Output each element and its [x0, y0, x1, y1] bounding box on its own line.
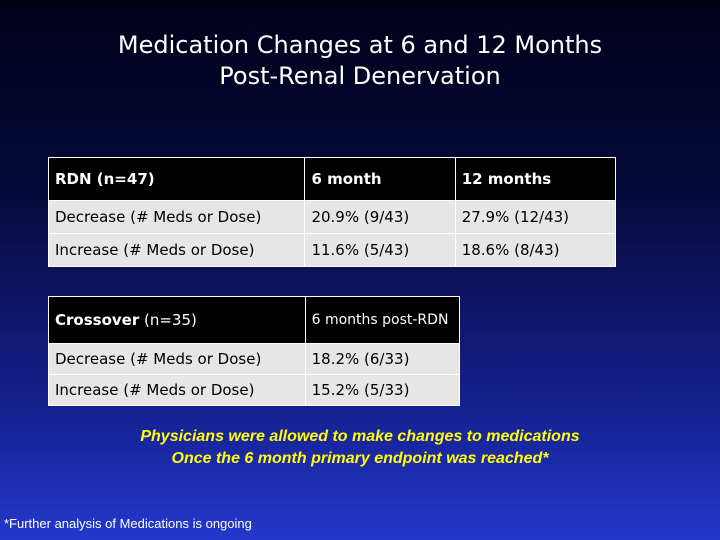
rdn-header-6-month: 6 month — [304, 157, 456, 201]
physician-note-line-1: Physicians were allowed to make changes … — [140, 428, 580, 445]
table-row: Increase (# Meds or Dose) 15.2% (5/33) — [48, 374, 461, 406]
cell-value: 27.9% (12/43) — [454, 200, 617, 234]
row-label: Decrease (# Meds or Dose) — [48, 343, 306, 375]
cell-value: 18.6% (8/43) — [454, 233, 617, 267]
slide-title-line-2: Post-Renal Denervation — [219, 62, 501, 90]
table-row: Decrease (# Meds or Dose) 20.9% (9/43) 2… — [47, 200, 617, 234]
row-label: Increase (# Meds or Dose) — [48, 374, 306, 406]
row-label: Decrease (# Meds or Dose) — [47, 200, 306, 234]
crossover-n-label: (n=35) — [139, 311, 197, 329]
physician-note: Physicians were allowed to make changes … — [0, 426, 720, 470]
crossover-table: Crossover (n=35) 6 months post-RDN Decre… — [48, 296, 461, 406]
slide-title: Medication Changes at 6 and 12 Months Po… — [0, 30, 720, 92]
crossover-table-header-row: Crossover (n=35) 6 months post-RDN — [48, 296, 461, 344]
rdn-table-header-row: RDN (n=47) 6 month 12 months — [47, 157, 617, 201]
cell-value: 11.6% (5/43) — [304, 233, 456, 267]
rdn-header-group: RDN (n=47) — [47, 157, 306, 201]
rdn-header-12-months: 12 months — [454, 157, 617, 201]
physician-note-line-2: Once the 6 month primary endpoint was re… — [171, 450, 549, 467]
table-row: Increase (# Meds or Dose) 11.6% (5/43) 1… — [47, 233, 617, 267]
crossover-label: Crossover — [55, 311, 140, 329]
table-row: Decrease (# Meds or Dose) 18.2% (6/33) — [48, 343, 461, 375]
footnote: *Further analysis of Medications is ongo… — [4, 516, 252, 531]
crossover-header-6-months-post-rdn: 6 months post-RDN — [304, 296, 461, 344]
rdn-table: RDN (n=47) 6 month 12 months Decrease (#… — [47, 157, 617, 267]
cell-value: 20.9% (9/43) — [304, 200, 456, 234]
cell-value: 18.2% (6/33) — [304, 343, 461, 375]
cell-value: 15.2% (5/33) — [304, 374, 461, 406]
row-label: Increase (# Meds or Dose) — [47, 233, 306, 267]
crossover-header-group: Crossover (n=35) — [48, 296, 306, 344]
slide-title-line-1: Medication Changes at 6 and 12 Months — [117, 31, 603, 59]
